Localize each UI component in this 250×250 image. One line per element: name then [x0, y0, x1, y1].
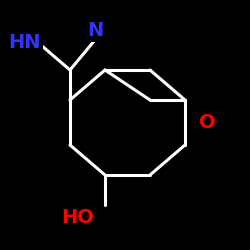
Text: N: N — [87, 20, 103, 40]
Text: HN: HN — [9, 33, 41, 52]
Text: HO: HO — [61, 208, 94, 227]
Text: O: O — [199, 113, 216, 132]
